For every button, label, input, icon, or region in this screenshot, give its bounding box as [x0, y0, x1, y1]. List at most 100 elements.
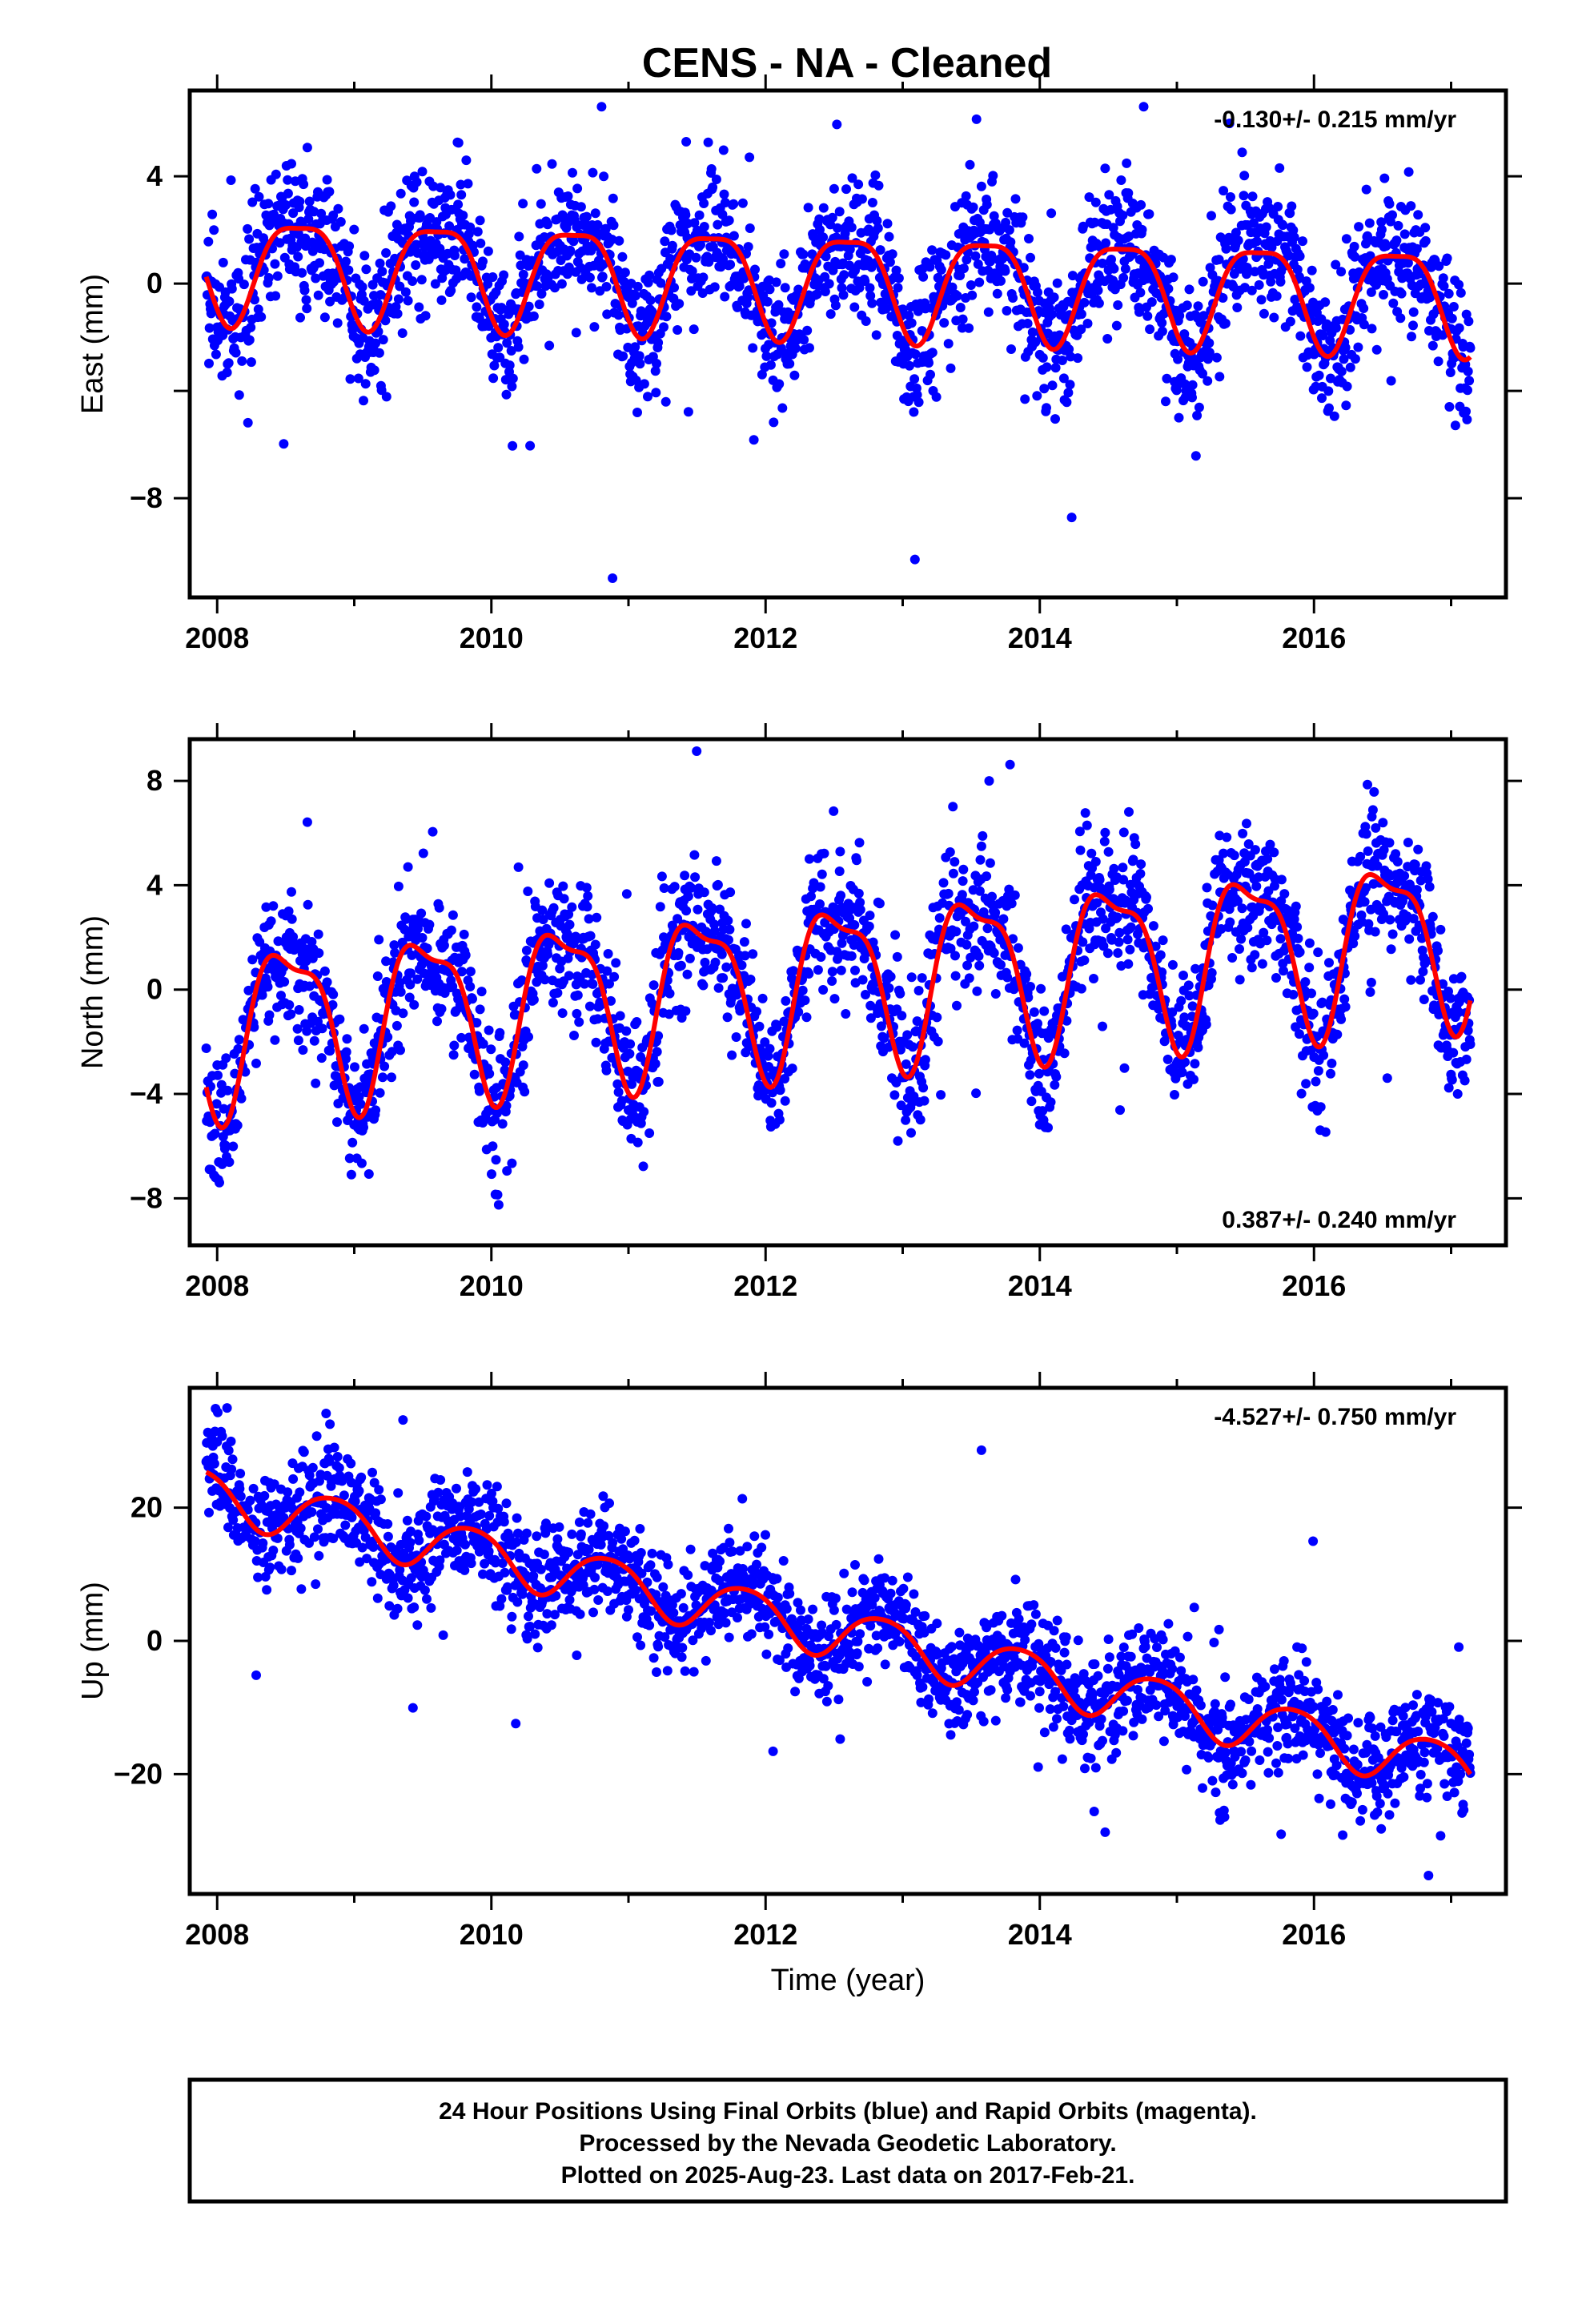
data-point [565, 245, 576, 255]
data-point [250, 1536, 260, 1546]
data-point [1142, 311, 1153, 321]
data-point [287, 887, 296, 897]
data-point [445, 190, 456, 200]
data-point [339, 1490, 349, 1501]
data-point [1363, 846, 1373, 856]
data-point [572, 183, 583, 194]
data-point [1076, 983, 1086, 994]
data-point [1250, 845, 1260, 855]
data-point [1265, 839, 1275, 850]
data-point [1275, 934, 1286, 944]
data-point [723, 915, 733, 926]
data-point [361, 264, 371, 275]
data-point [1317, 393, 1327, 404]
data-point [504, 360, 515, 371]
data-point [750, 264, 760, 275]
data-point [488, 373, 499, 384]
data-point [847, 173, 857, 183]
data-point [468, 994, 477, 1004]
data-point [309, 1035, 319, 1046]
data-point [589, 322, 600, 332]
data-point [713, 879, 723, 890]
data-point [1307, 265, 1317, 275]
data-point [356, 1472, 367, 1482]
data-point [270, 1035, 280, 1045]
data-point [1198, 368, 1207, 379]
y-tick-label: −4 [130, 1077, 163, 1110]
data-point [433, 1487, 444, 1498]
data-point [257, 990, 267, 1000]
data-point [322, 1503, 331, 1513]
data-point [254, 191, 264, 202]
data-point [1098, 914, 1108, 924]
data-point [1404, 934, 1415, 944]
data-point [324, 187, 335, 197]
data-point [1102, 334, 1113, 344]
data-point [207, 209, 218, 219]
data-point [1382, 1073, 1392, 1084]
data-point [325, 1046, 335, 1056]
data-point [1360, 822, 1371, 832]
data-point [709, 282, 720, 292]
data-point [632, 281, 643, 292]
data-point [699, 222, 709, 231]
data-point [1227, 953, 1238, 963]
data-point [346, 1458, 356, 1469]
data-point [1199, 311, 1209, 321]
data-point [1464, 376, 1475, 386]
y-tick-label: −8 [130, 481, 163, 514]
data-point [1257, 959, 1267, 969]
data-point [1066, 352, 1076, 362]
data-point [446, 285, 456, 296]
data-point [996, 275, 1006, 286]
data-point [321, 1409, 331, 1418]
data-point [617, 251, 628, 262]
data-point [488, 1141, 498, 1152]
data-point [973, 259, 983, 269]
data-point [450, 251, 460, 260]
data-point [547, 159, 557, 169]
data-point [1350, 354, 1360, 364]
data-point [592, 219, 603, 230]
data-point [488, 272, 498, 282]
data-point [292, 1023, 303, 1034]
data-point [380, 316, 391, 326]
data-point [1064, 344, 1074, 355]
data-point [407, 950, 417, 960]
data-point [1452, 1089, 1463, 1099]
data-point [748, 343, 758, 353]
data-point [227, 1454, 238, 1465]
data-point [820, 287, 830, 296]
data-point [395, 281, 405, 292]
data-point [1235, 975, 1245, 985]
data-point [1372, 861, 1383, 871]
data-point [827, 212, 837, 223]
data-point [659, 932, 669, 943]
data-point [1319, 1050, 1329, 1060]
data-point [391, 219, 402, 230]
data-point [737, 960, 747, 971]
y-tick-label: 4 [147, 868, 163, 901]
data-point [652, 1047, 662, 1057]
data-point [492, 1482, 502, 1492]
data-point [347, 1137, 358, 1148]
data-point [502, 338, 512, 348]
data-point [469, 1069, 480, 1080]
data-point [403, 862, 413, 872]
data-point [1410, 859, 1420, 870]
data-point [487, 1169, 496, 1180]
data-point [948, 802, 958, 812]
data-point [596, 102, 607, 112]
data-point [349, 224, 359, 235]
data-point [763, 1051, 773, 1061]
data-point [1348, 939, 1359, 949]
data-point [463, 179, 473, 189]
data-point [1386, 376, 1396, 386]
data-point [458, 211, 468, 220]
data-point [576, 202, 586, 212]
data-point [1192, 410, 1203, 420]
data-point [1329, 411, 1339, 421]
data-point [1434, 1009, 1444, 1019]
data-point [1202, 883, 1212, 893]
